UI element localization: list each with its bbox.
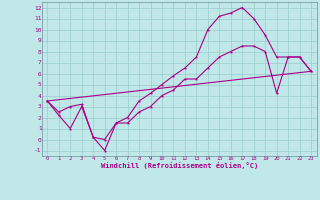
X-axis label: Windchill (Refroidissement éolien,°C): Windchill (Refroidissement éolien,°C) — [100, 162, 258, 169]
